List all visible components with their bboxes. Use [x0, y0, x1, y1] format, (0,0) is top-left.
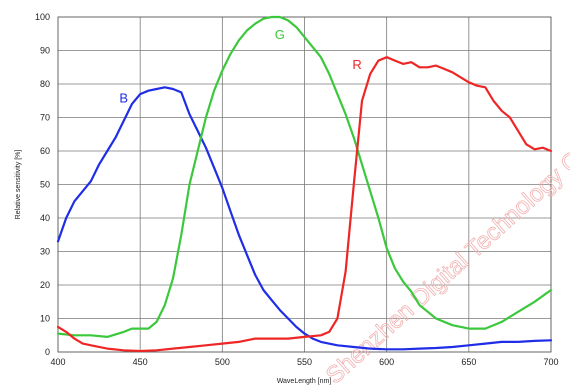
grid-lines	[58, 17, 551, 352]
series-line-b	[56, 86, 553, 351]
x-tick-label: 550	[297, 357, 312, 367]
x-tick-label: 700	[543, 357, 558, 367]
y-tick-label: 40	[40, 213, 50, 223]
y-tick-label: 100	[35, 12, 50, 22]
y-axis-title: Relative sensitivity [%]	[15, 150, 22, 220]
y-tick-labels: 0 10 20 30 40 50 60 70 80 90 100	[35, 12, 50, 357]
y-tick-label: 70	[40, 113, 50, 123]
x-tick-labels: 400 450 500 550 600 650 700	[50, 357, 558, 367]
x-tick-label: 650	[461, 357, 476, 367]
x-tick-label: 500	[215, 357, 230, 367]
y-tick-label: 0	[45, 347, 50, 357]
series-label-g: G	[275, 27, 285, 42]
series-lines: B G R	[56, 15, 553, 353]
series-label-r: R	[352, 57, 361, 72]
plot-frame	[57, 16, 552, 353]
y-tick-label: 60	[40, 146, 50, 156]
series-line-r	[56, 56, 553, 353]
y-tick-label: 80	[40, 79, 50, 89]
x-tick-label: 450	[133, 357, 148, 367]
y-tick-label: 10	[40, 314, 50, 324]
series-label-b: B	[119, 90, 128, 105]
y-tick-label: 20	[40, 280, 50, 290]
x-tick-label: 400	[50, 357, 65, 367]
x-tick-label: 600	[379, 357, 394, 367]
x-axis-title: WaveLength [nm]	[277, 378, 332, 385]
y-tick-label: 50	[40, 180, 50, 190]
y-tick-label: 30	[40, 247, 50, 257]
y-tick-label: 90	[40, 46, 50, 56]
series-line-g	[56, 15, 553, 338]
